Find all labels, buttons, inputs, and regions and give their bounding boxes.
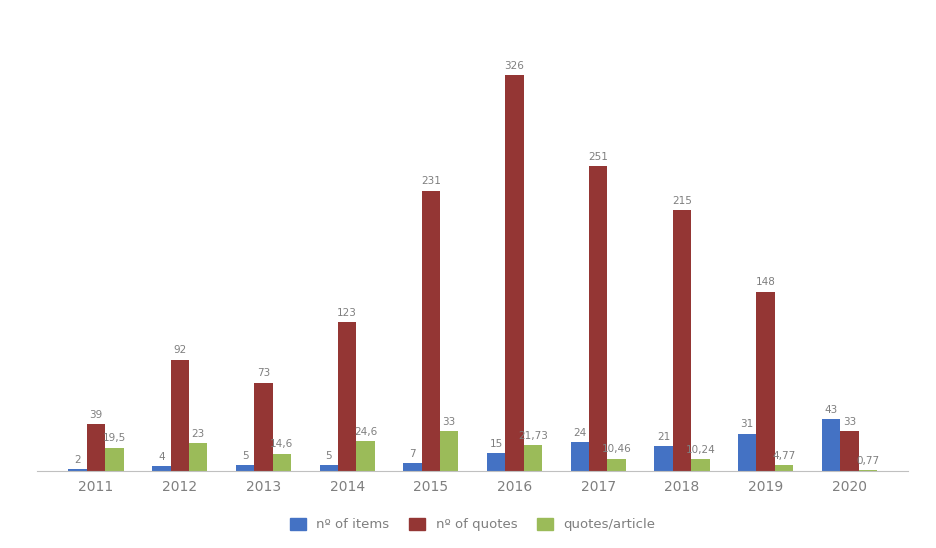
Bar <box>338 322 357 471</box>
Bar <box>105 448 124 471</box>
Bar <box>673 210 691 471</box>
Bar <box>589 167 607 471</box>
Text: 5: 5 <box>326 451 332 461</box>
Bar <box>403 463 421 471</box>
Text: 231: 231 <box>421 176 441 186</box>
Bar <box>189 443 208 471</box>
Text: 43: 43 <box>825 405 838 415</box>
Text: 23: 23 <box>192 429 205 439</box>
Bar <box>738 433 756 471</box>
Text: 24,6: 24,6 <box>354 427 377 437</box>
Bar <box>822 419 841 471</box>
Bar <box>571 442 589 471</box>
Bar <box>487 453 505 471</box>
Bar <box>505 76 524 471</box>
Bar <box>255 383 272 471</box>
Text: 123: 123 <box>337 307 357 318</box>
Text: 73: 73 <box>256 368 271 378</box>
Text: 24: 24 <box>573 428 587 438</box>
Text: 215: 215 <box>672 196 692 206</box>
Text: 2: 2 <box>74 455 80 465</box>
Text: 39: 39 <box>90 410 103 420</box>
Text: 7: 7 <box>409 448 416 459</box>
Text: 4,77: 4,77 <box>772 451 796 461</box>
Text: 148: 148 <box>755 277 776 287</box>
Bar <box>421 191 440 471</box>
Text: 10,24: 10,24 <box>685 444 715 455</box>
Bar <box>691 459 709 471</box>
Bar <box>775 465 793 471</box>
Bar <box>319 465 338 471</box>
Text: 21,73: 21,73 <box>518 431 548 441</box>
Bar <box>756 292 775 471</box>
Text: 92: 92 <box>173 345 186 355</box>
Bar <box>68 469 87 471</box>
Bar <box>607 459 626 471</box>
Text: 33: 33 <box>842 417 856 427</box>
Text: 4: 4 <box>158 452 165 462</box>
Text: 14,6: 14,6 <box>271 439 294 449</box>
Bar <box>170 359 189 471</box>
Text: 251: 251 <box>589 152 608 162</box>
Bar <box>654 446 673 471</box>
Bar <box>357 441 374 471</box>
Text: 21: 21 <box>657 431 670 442</box>
Bar <box>524 445 542 471</box>
Bar <box>841 431 858 471</box>
Text: 10,46: 10,46 <box>602 444 632 454</box>
Legend: nº of items, nº of quotes, quotes/article: nº of items, nº of quotes, quotes/articl… <box>285 512 661 536</box>
Text: 0,77: 0,77 <box>856 456 879 466</box>
Bar <box>858 470 877 471</box>
Bar <box>153 466 170 471</box>
Text: 5: 5 <box>241 451 248 461</box>
Text: 31: 31 <box>740 419 753 430</box>
Text: 326: 326 <box>505 61 524 71</box>
Text: 19,5: 19,5 <box>103 433 126 443</box>
Bar <box>272 454 291 471</box>
Bar <box>87 424 105 471</box>
Bar <box>440 431 459 471</box>
Text: 15: 15 <box>490 439 503 449</box>
Text: 33: 33 <box>443 417 456 427</box>
Bar <box>236 465 255 471</box>
